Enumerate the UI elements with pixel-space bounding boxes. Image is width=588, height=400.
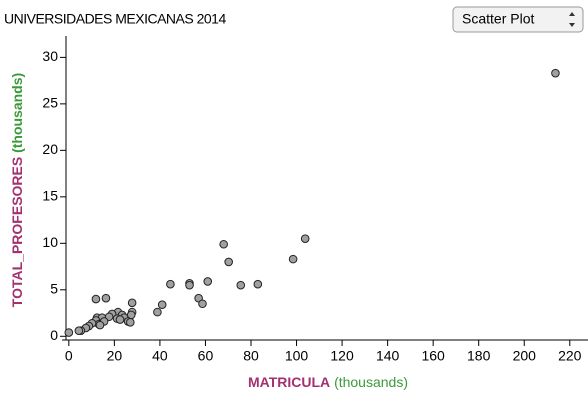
point	[95, 320, 105, 330]
point	[74, 326, 84, 336]
y-tick-label: 10	[42, 234, 58, 250]
dropdown-arrows	[569, 12, 575, 27]
dropdown-box[interactable]	[452, 6, 584, 33]
point	[157, 300, 167, 309]
x-axis-label: MATRICULA (thousands)	[248, 374, 408, 390]
x-tick-label: 40	[152, 348, 168, 364]
y-tick-label: 0	[50, 327, 58, 343]
x-tick-label: 200	[513, 348, 537, 364]
point	[166, 279, 175, 289]
x-tick-label: 60	[198, 348, 214, 364]
point	[253, 279, 263, 289]
point	[101, 293, 111, 303]
y-tick-label: 20	[42, 141, 58, 157]
point	[185, 280, 194, 290]
x-tick-label: 0	[65, 348, 73, 364]
x-tick-label: 20	[107, 348, 123, 364]
y-label-name: TOTAL_PROFESORES	[9, 157, 25, 307]
point	[551, 68, 560, 78]
y-label-unit: (thousands)	[9, 73, 25, 153]
y-tick-label: 25	[42, 95, 58, 111]
x-tick-label: 220	[558, 348, 582, 364]
x-label-name: MATRICULA	[248, 374, 330, 390]
point	[288, 254, 298, 264]
y-tick-label: 15	[42, 188, 58, 204]
x-tick-label: 120	[330, 348, 354, 364]
x-tick-label: 140	[376, 348, 400, 364]
point	[115, 315, 125, 324]
y-axis-label: TOTAL_PROFESORES (thousands)	[9, 73, 25, 307]
point	[219, 239, 228, 249]
point	[126, 318, 135, 327]
chart-title: UNIVERSIDADES MEXICANAS 2014	[4, 11, 226, 27]
point	[300, 234, 310, 243]
plot-selector[interactable]: Scatter Plot	[452, 6, 584, 33]
dropdown-label[interactable]: Scatter Plot	[462, 11, 534, 27]
x-tick-label: 80	[243, 348, 259, 364]
point	[203, 277, 213, 286]
point	[224, 257, 233, 267]
point	[198, 299, 207, 309]
point	[236, 280, 246, 290]
point	[127, 298, 137, 308]
y-tick-label: 5	[50, 281, 58, 297]
x-tick-label: 160	[421, 348, 445, 364]
point	[153, 307, 162, 317]
point	[91, 294, 101, 304]
x-label-unit: (thousands)	[334, 374, 408, 390]
point	[64, 328, 74, 337]
x-tick-label: 100	[285, 348, 309, 364]
y-tick-label: 30	[42, 48, 58, 64]
x-tick-label: 180	[467, 348, 491, 364]
